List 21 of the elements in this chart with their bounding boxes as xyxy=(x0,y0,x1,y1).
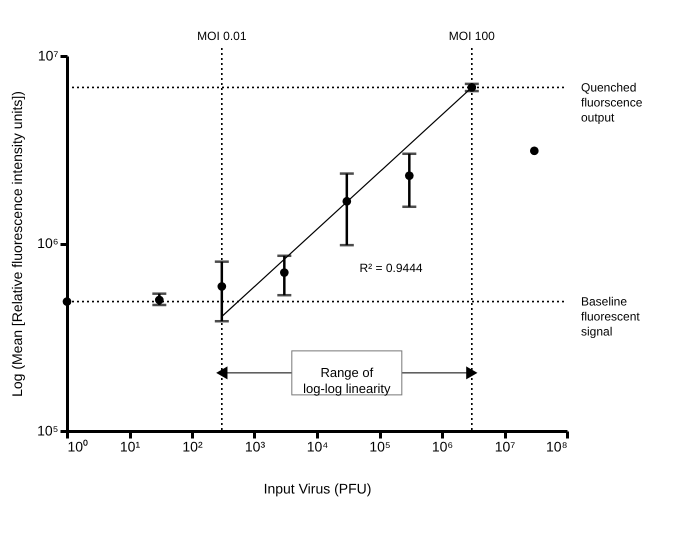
x-tick-label: 10⁷ xyxy=(494,438,516,454)
ref-line-label: Baseline fluorescent signal xyxy=(581,294,640,339)
x-tick-label: 10⁵ xyxy=(369,438,391,454)
y-tick-label: 10⁷ xyxy=(38,48,58,64)
point xyxy=(530,146,539,156)
ref-line-label: MOI 0.01 xyxy=(197,29,247,43)
y-tick-label: 10⁶ xyxy=(37,235,58,251)
x-tick-label: 10⁰ xyxy=(68,438,88,454)
x-axis-title: Input Virus (PFU) xyxy=(264,480,372,496)
annotation: Range of log-log linearity xyxy=(303,364,392,396)
x-tick-label: 10⁸ xyxy=(546,438,568,454)
annotation: R² = 0.9444 xyxy=(360,260,423,275)
x-tick-label: 10³ xyxy=(244,438,266,454)
ref-line-label: MOI 100 xyxy=(448,29,496,43)
x-tick-label: 10⁶ xyxy=(432,438,454,454)
y-tick-label: 10⁵ xyxy=(37,422,58,438)
x-tick-label: 10⁴ xyxy=(306,438,328,454)
x-tick-label: 10² xyxy=(182,438,203,454)
x-tick-label: 10¹ xyxy=(120,438,140,454)
y-axis-title: Log (Mean [Relative fluorescence intensity units]) xyxy=(9,91,26,397)
ref-line-label: Quenched fluorscence output xyxy=(581,80,643,124)
